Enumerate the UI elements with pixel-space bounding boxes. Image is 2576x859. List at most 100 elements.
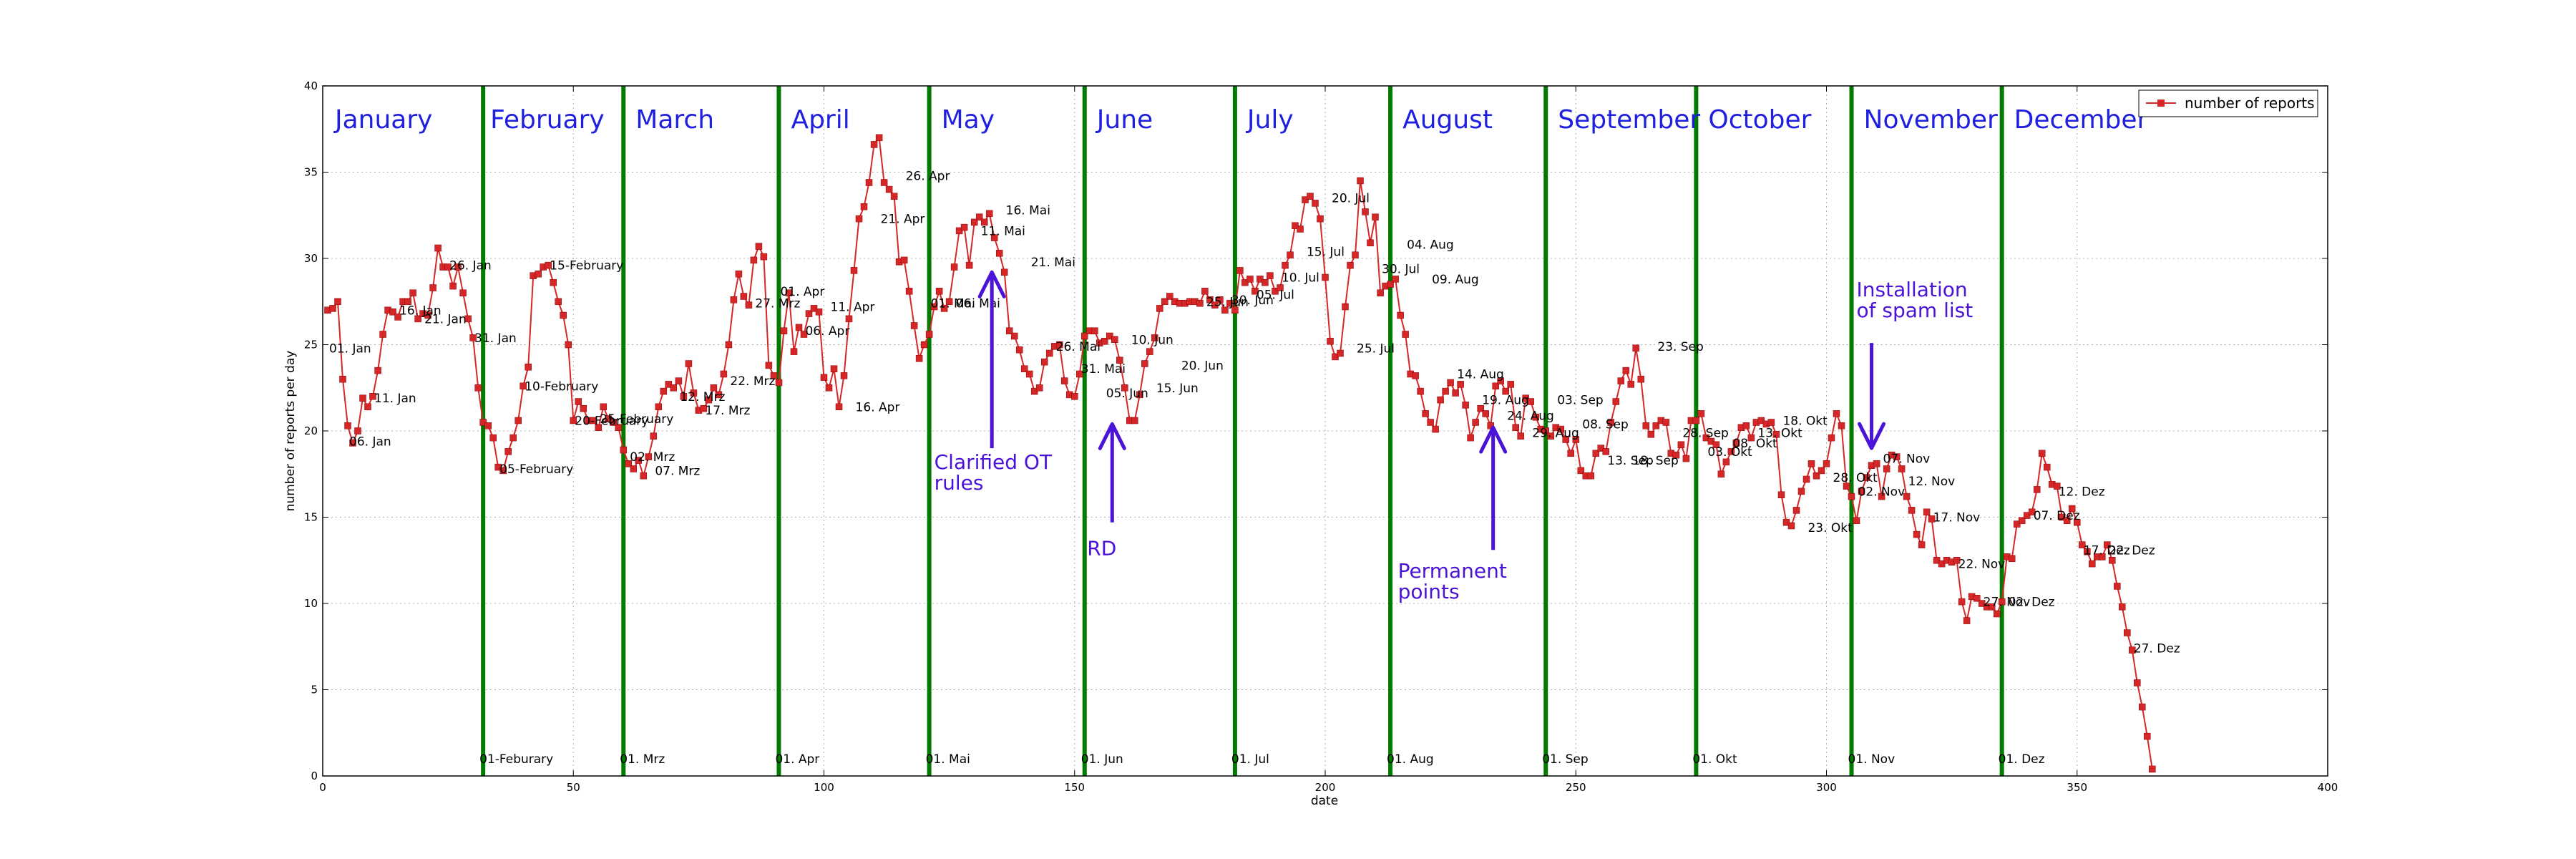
- data-point-marker: [1858, 487, 1865, 495]
- text-annotations: January February March April May June July Augu…: [329, 105, 2180, 767]
- data-point-marker: [565, 341, 572, 349]
- point-annotation: 25-February: [600, 412, 673, 427]
- data-point-marker: [860, 203, 868, 210]
- data-point-marker: [745, 301, 753, 309]
- data-point-marker: [1782, 518, 1790, 526]
- point-annotation: 03. Sep: [1557, 394, 1603, 408]
- data-point-marker: [1993, 610, 2001, 618]
- data-point-marker: [1035, 384, 1043, 392]
- data-point-marker: [595, 424, 602, 431]
- data-point-marker: [1131, 417, 1138, 424]
- month-label: July: [1246, 105, 1294, 135]
- data-point-marker: [710, 384, 718, 392]
- data-point-marker: [1015, 346, 1023, 354]
- data-point-marker: [1372, 213, 1379, 220]
- data-point-marker: [1998, 598, 2006, 606]
- data-point-marker: [1347, 261, 1354, 269]
- month-start-label: 01. Jun: [1081, 752, 1123, 767]
- data-point-marker: [1317, 215, 1324, 223]
- month-label: June: [1096, 105, 1153, 135]
- point-annotation: 23. Sep: [1657, 340, 1703, 354]
- data-point-marker: [1807, 460, 1815, 467]
- data-point-marker: [1567, 450, 1574, 457]
- x-tick-label: 300: [1816, 781, 1837, 794]
- data-point-marker: [1712, 441, 1720, 449]
- data-point-marker: [525, 364, 532, 371]
- data-point-marker: [1532, 413, 1539, 421]
- data-point-marker: [1362, 208, 1369, 215]
- data-point-marker: [685, 360, 693, 367]
- data-point-marker: [905, 288, 913, 295]
- data-point-marker: [409, 289, 416, 296]
- data-point-marker: [1637, 375, 1645, 383]
- data-point-marker: [1838, 422, 1845, 430]
- data-point-marker: [1091, 327, 1098, 334]
- data-point-marker: [825, 384, 833, 392]
- data-point-marker: [1572, 436, 1580, 443]
- data-point-marker: [890, 193, 898, 200]
- point-annotation: 02. Dez: [2009, 596, 2055, 610]
- data-point-marker: [800, 331, 808, 338]
- point-annotation: 10. Jul: [1282, 271, 1319, 286]
- data-point-marker: [750, 256, 758, 264]
- data-point-marker: [1873, 460, 1880, 467]
- point-annotation: 08. Okt: [1732, 437, 1777, 451]
- data-point-marker: [960, 223, 968, 231]
- data-point-marker: [1025, 370, 1033, 378]
- point-annotation: 06. Apr: [805, 324, 849, 339]
- point-annotation: 03. Okt: [1707, 445, 1752, 460]
- data-point-marker: [2023, 512, 2031, 519]
- data-point-marker: [1462, 402, 1469, 409]
- data-point-marker: [910, 322, 918, 329]
- point-annotation: 01. Apr: [780, 285, 824, 299]
- point-annotation: 30. Jul: [1382, 262, 1420, 276]
- data-point-marker: [1557, 425, 1564, 433]
- point-annotation: 13. Okt: [1757, 426, 1802, 440]
- data-point-marker: [1652, 422, 1660, 430]
- y-tick-label: 25: [304, 339, 318, 351]
- data-point-marker: [1442, 387, 1449, 395]
- data-point-marker: [394, 314, 401, 321]
- month-label: March: [635, 105, 714, 135]
- data-point-marker: [1252, 288, 1259, 295]
- month-label: February: [490, 105, 605, 135]
- data-point-marker: [1312, 200, 1319, 207]
- data-point-marker: [2018, 517, 2026, 525]
- data-point-marker: [484, 422, 492, 430]
- data-point-marker: [2109, 557, 2116, 564]
- data-point-marker: [2043, 463, 2051, 471]
- x-tick-label: 100: [814, 781, 834, 794]
- data-point-marker: [630, 465, 638, 472]
- data-point-marker: [590, 417, 597, 424]
- point-annotation: 25. Jul: [1357, 341, 1395, 356]
- data-point-marker: [389, 308, 396, 316]
- data-point-marker: [469, 334, 477, 341]
- data-point-marker: [1823, 460, 1830, 467]
- data-point-marker: [1482, 410, 1489, 417]
- legend-marker: [2157, 100, 2165, 107]
- point-annotation: 11. Jan: [374, 392, 416, 406]
- data-point-marker: [2028, 508, 2036, 516]
- data-point-marker: [820, 374, 828, 382]
- data-point-marker: [2084, 548, 2091, 555]
- data-point-marker: [1973, 595, 1981, 602]
- data-point-marker: [344, 422, 351, 430]
- data-point-marker: [489, 434, 497, 442]
- data-point-marker: [1332, 353, 1339, 361]
- data-point-marker: [1802, 475, 1810, 483]
- data-point-marker: [1732, 440, 1740, 447]
- point-annotation: 23. Okt: [1807, 521, 1853, 535]
- data-point-marker: [429, 284, 436, 291]
- point-annotation: 22. Dez: [2109, 543, 2155, 558]
- data-point-marker: [1547, 432, 1554, 440]
- legend-label: number of reports: [2185, 94, 2315, 112]
- data-point-marker: [830, 365, 838, 372]
- data-point-marker: [680, 393, 688, 400]
- data-point-marker: [1206, 296, 1214, 304]
- data-point-marker: [1642, 422, 1650, 430]
- point-annotation: 15. Jun: [1156, 382, 1199, 396]
- data-point-marker: [2053, 482, 2061, 490]
- x-tick-label: 350: [2067, 781, 2087, 794]
- point-annotation: 15. Jul: [1307, 245, 1345, 259]
